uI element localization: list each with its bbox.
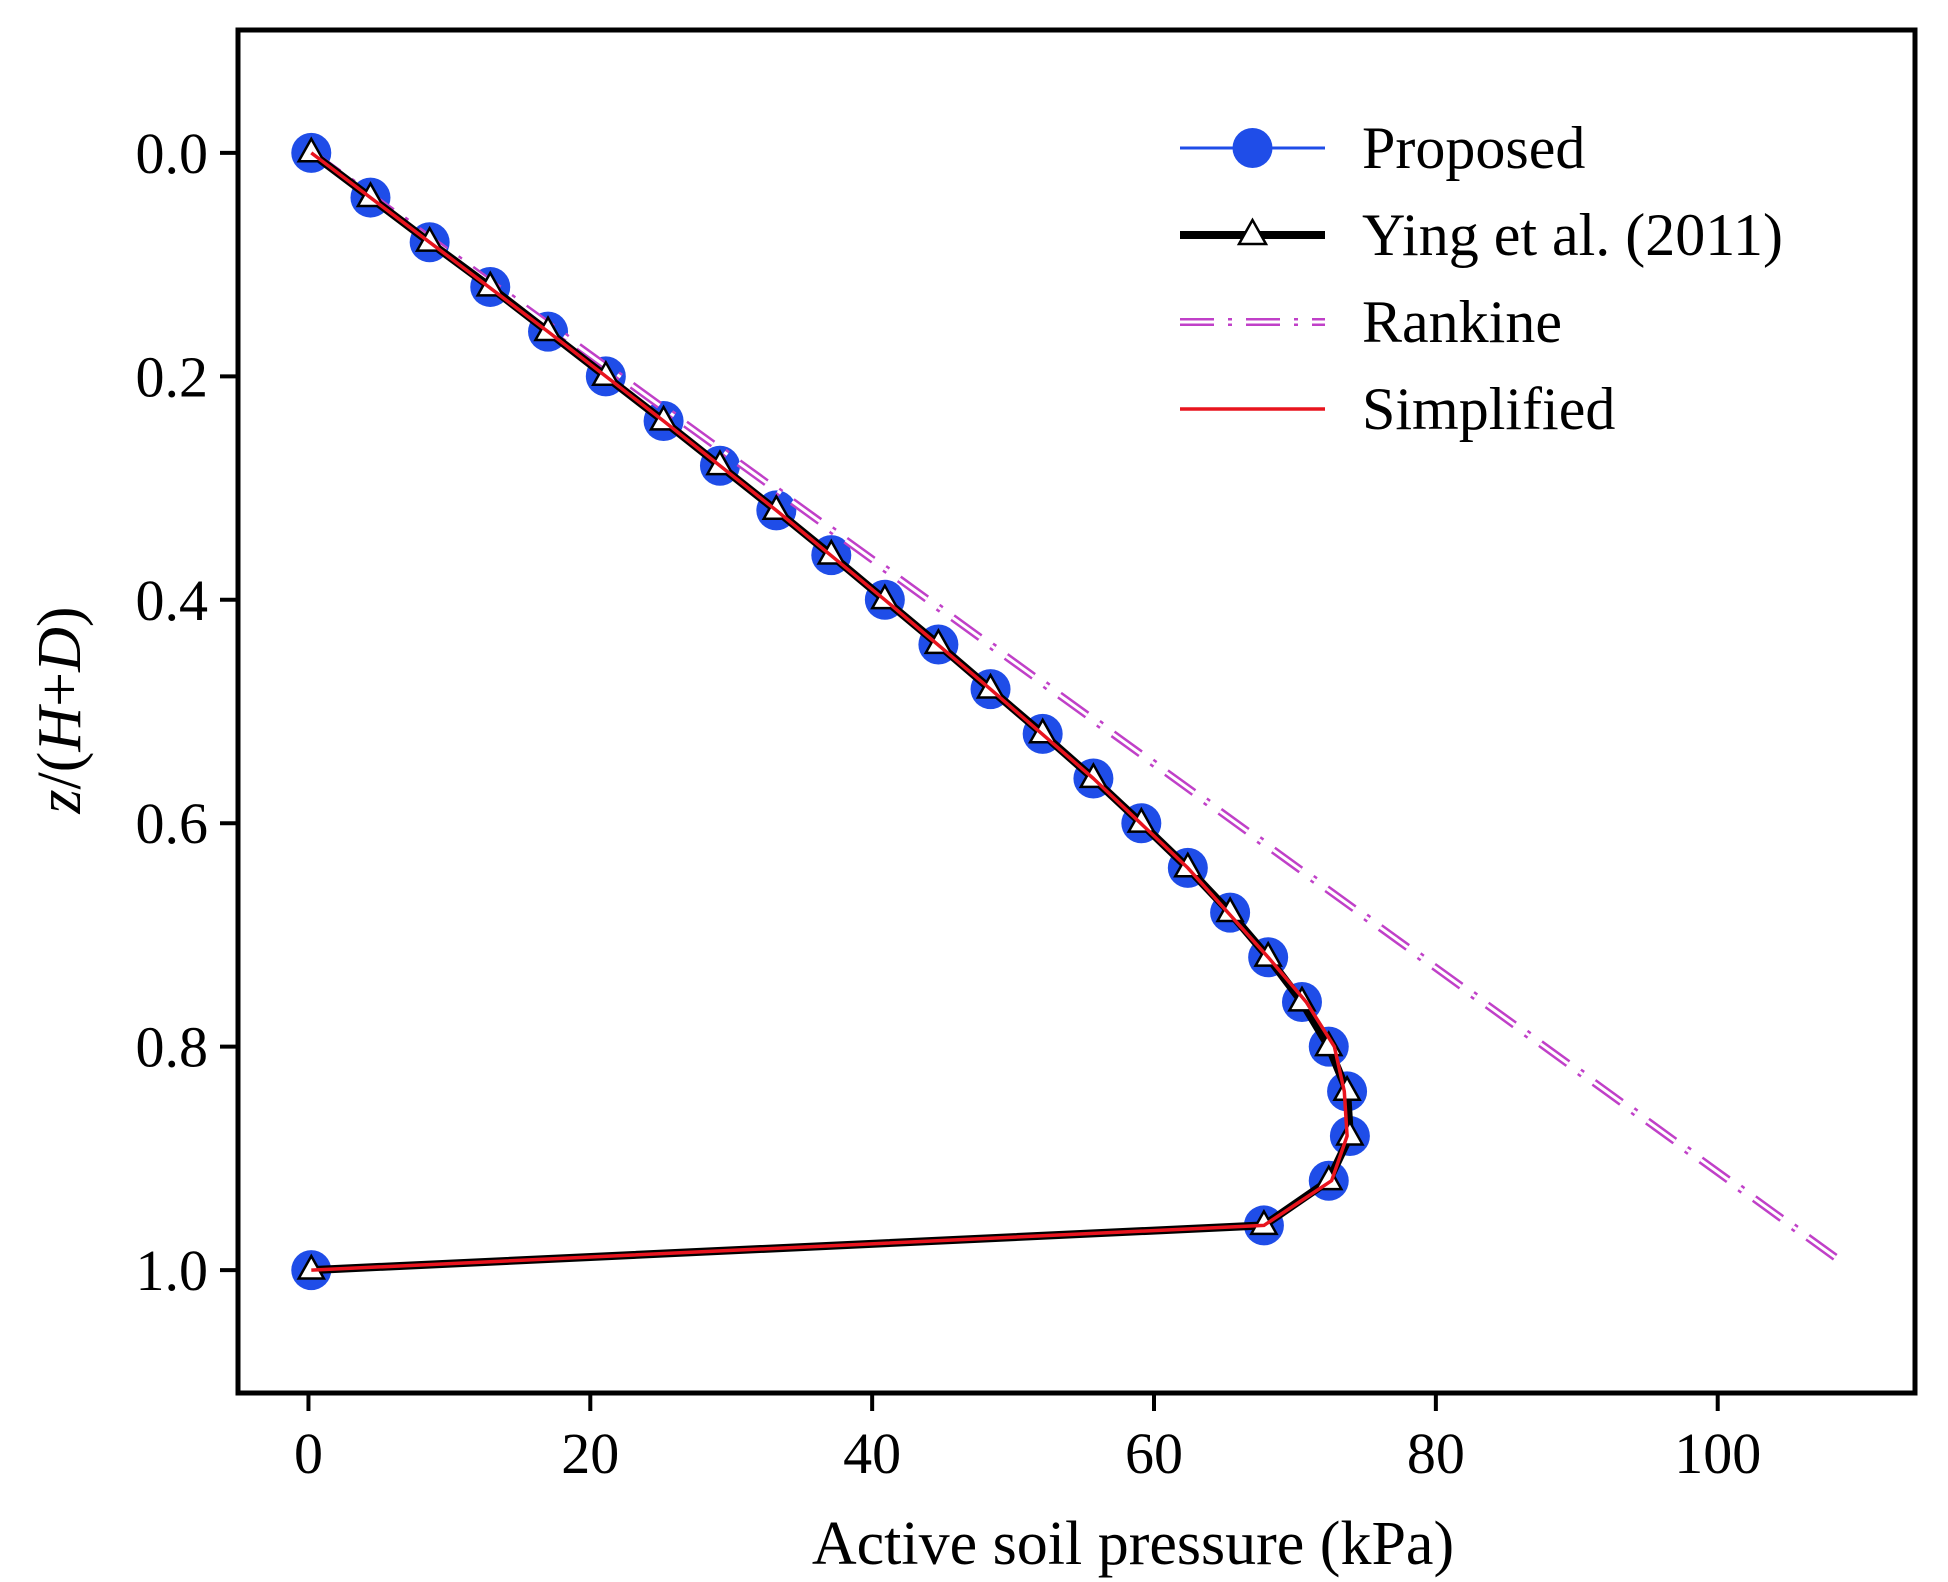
x-tick-label-5: 100 [1674, 1421, 1761, 1486]
ying-point-12 [975, 672, 1006, 699]
y-axis-title-z: z [26, 789, 94, 814]
legend-label-1: Ying et al. (2011) [1362, 202, 1783, 268]
ying-point-18 [1253, 940, 1283, 967]
x-tick-label-1: 20 [561, 1421, 619, 1486]
legend-label-2: Rankine [1362, 289, 1562, 355]
plot-area [291, 132, 1840, 1291]
x-tick-label-3: 60 [1125, 1421, 1183, 1486]
y-tick-label-0: 0.0 [136, 121, 209, 186]
ying-point-21 [1332, 1074, 1362, 1102]
ying-point-22 [1335, 1119, 1365, 1146]
y-tick-label-2: 0.4 [136, 568, 209, 633]
legend-label-3: Simplified [1362, 376, 1615, 442]
y-axis-title-suffix: ) [26, 606, 94, 627]
ying-point-16 [1173, 851, 1203, 878]
plot-frame [235, 27, 1918, 1396]
y-axis-title: z/(H+D) [26, 606, 94, 814]
ying-point-23 [1314, 1164, 1344, 1191]
y-axis-title-prefix: /( [26, 752, 94, 790]
ying-point-10 [870, 583, 900, 610]
x-tick-label-4: 80 [1407, 1421, 1465, 1486]
y-axis-title-d: D [26, 627, 94, 673]
legend: Proposed Ying et al. (2011) Rankine Simplif… [1180, 115, 1783, 442]
legend-label-0: Proposed [1362, 115, 1585, 181]
ying-point-14 [1078, 761, 1109, 789]
y-tick-label-5: 1.0 [136, 1238, 209, 1303]
x-axis-title: Active soil pressure (kPa) [812, 1510, 1454, 1578]
y-axis-title-h: H [26, 704, 94, 753]
axes: 0 20 40 60 80 100 0.0 0.2 0.4 0.6 0.8 1.0 [136, 27, 1918, 1486]
legend-proposed-marker [1232, 128, 1273, 168]
y-axis-title-plus: + [26, 672, 94, 707]
ying-point-25 [296, 1253, 327, 1280]
rankine-line-inner [310, 151, 1839, 1261]
legend-ying-marker [1236, 217, 1269, 246]
y-tick-label-1: 0.2 [136, 344, 209, 409]
ying-point-15 [1126, 806, 1157, 833]
x-tick-label-0: 0 [294, 1421, 323, 1486]
x-tick-label-2: 40 [843, 1421, 901, 1486]
y-tick-label-4: 0.8 [136, 1015, 209, 1080]
series-rankine [308, 149, 1840, 1263]
y-tick-label-3: 0.6 [136, 791, 209, 856]
series-simplified-line [310, 151, 1349, 1272]
